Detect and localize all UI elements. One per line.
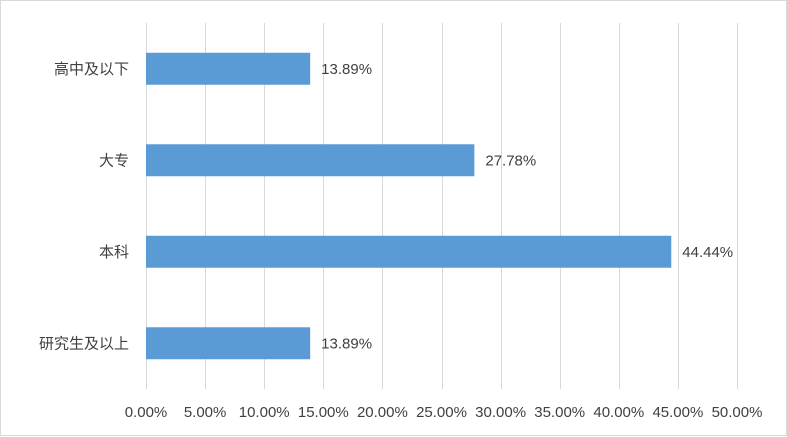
x-tick-label-8: 40.00% <box>593 404 644 421</box>
bar-2 <box>146 235 672 268</box>
bars <box>146 52 672 360</box>
category-label-0: 高中及以下 <box>54 61 129 78</box>
x-tick-label-7: 35.00% <box>534 404 585 421</box>
x-tick-label-0: 0.00% <box>125 404 168 421</box>
x-tick-label-6: 30.00% <box>475 404 526 421</box>
bar-1 <box>146 144 475 177</box>
data-label-1: 27.78% <box>485 152 536 169</box>
category-label-1: 大专 <box>99 152 129 169</box>
category-label-3: 研究生及以上 <box>39 335 129 352</box>
category-label-2: 本科 <box>99 244 129 261</box>
data-label-3: 13.89% <box>321 335 372 352</box>
data-label-2: 44.44% <box>682 244 733 261</box>
x-tick-labels: 0.00% 5.00% 10.00% 15.00% 20.00% 25.00% 30.00%… <box>125 404 763 421</box>
x-tick-label-1: 5.00% <box>184 404 227 421</box>
x-tick-label-9: 45.00% <box>652 404 703 421</box>
x-tick-label-5: 25.00% <box>416 404 467 421</box>
x-tick-label-10: 50.00% <box>712 404 763 421</box>
bar-3 <box>146 327 311 360</box>
x-tick-label-3: 15.00% <box>298 404 349 421</box>
x-tick-label-2: 10.00% <box>239 404 290 421</box>
data-label-0: 13.89% <box>321 61 372 78</box>
data-labels: 13.89% 27.78% 44.44% 13.89% <box>321 61 733 353</box>
x-tick-label-4: 20.00% <box>357 404 408 421</box>
bar-0 <box>146 52 311 85</box>
